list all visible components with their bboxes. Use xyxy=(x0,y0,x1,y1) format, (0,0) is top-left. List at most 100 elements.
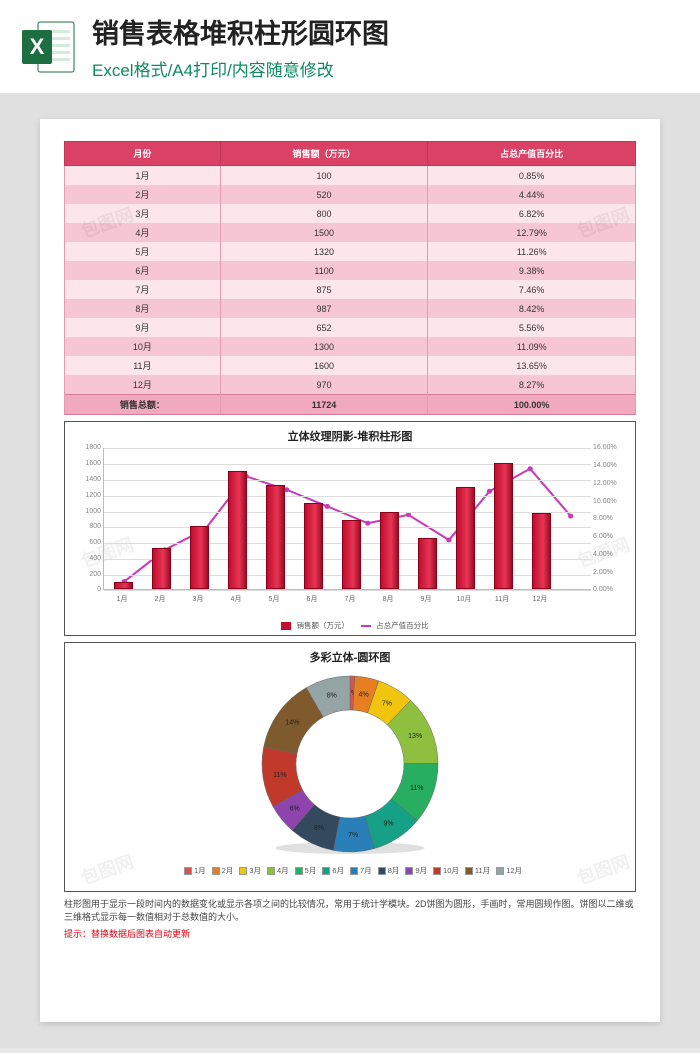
x-label: 4月 xyxy=(231,594,242,604)
table-cell: 13.65% xyxy=(428,356,636,375)
donut-chart-panel: 多彩立体-圆环图 1%4%7%13%11%9%7%8%6%11%14%8% 1月… xyxy=(64,642,636,892)
table-cell: 5.56% xyxy=(428,318,636,337)
table-cell: 1320 xyxy=(220,242,428,261)
bar xyxy=(266,485,285,589)
table-cell: 1300 xyxy=(220,337,428,356)
table-row: 7月8757.46% xyxy=(65,280,636,299)
table-cell: 5月 xyxy=(65,242,221,261)
donut-chart-title: 多彩立体-圆环图 xyxy=(73,649,627,665)
bar xyxy=(342,520,361,589)
y-right-label: 0.00% xyxy=(593,586,627,593)
header-bar: X 销售表格堆积柱形圆环图 Excel格式/A4打印/内容随意修改 xyxy=(0,0,700,93)
table-cell: 970 xyxy=(220,375,428,395)
table-cell: 7.46% xyxy=(428,280,636,299)
donut-pct-label: 4% xyxy=(359,692,369,699)
footer-hint: 提示：替换数据后图表自动更新 xyxy=(64,927,636,940)
donut-pct-label: 9% xyxy=(384,821,394,828)
x-label: 7月 xyxy=(345,594,356,604)
y-right-label: 8.00% xyxy=(593,515,627,522)
x-label: 10月 xyxy=(457,594,472,604)
donut-chart: 1%4%7%13%11%9%7%8%6%11%14%8% xyxy=(255,669,445,859)
y-left-label: 0 xyxy=(73,586,101,593)
x-label: 5月 xyxy=(269,594,280,604)
legend-swatch xyxy=(184,867,192,875)
table-cell: 11.09% xyxy=(428,337,636,356)
table-row: 3月8006.82% xyxy=(65,204,636,223)
y-left-label: 200 xyxy=(73,571,101,578)
legend-label: 4月 xyxy=(277,866,289,875)
bar xyxy=(304,503,323,590)
table-cell: 8月 xyxy=(65,299,221,318)
x-label: 12月 xyxy=(533,594,548,604)
table-header: 月份 xyxy=(65,142,221,166)
table-cell: 520 xyxy=(220,185,428,204)
legend-swatch-line xyxy=(361,625,371,627)
legend-label: 12月 xyxy=(506,866,522,875)
legend-label: 5月 xyxy=(305,866,317,875)
donut-wrap: 1%4%7%13%11%9%7%8%6%11%14%8% xyxy=(255,669,445,859)
legend-label: 6月 xyxy=(332,866,344,875)
y-left-label: 1600 xyxy=(73,460,101,467)
title-block: 销售表格堆积柱形圆环图 Excel格式/A4打印/内容随意修改 xyxy=(92,18,680,81)
bar-chart-panel: 立体纹理阴影-堆积柱形图 020040060080010001200140016… xyxy=(64,421,636,636)
table-row: 6月11009.38% xyxy=(65,261,636,280)
table-row: 9月6525.56% xyxy=(65,318,636,337)
bar xyxy=(114,582,133,590)
table-cell: 4.44% xyxy=(428,185,636,204)
y-right-label: 4.00% xyxy=(593,551,627,558)
donut-pct-label: 11% xyxy=(273,772,287,779)
y-left-label: 1400 xyxy=(73,476,101,483)
table-row: 8月9878.42% xyxy=(65,299,636,318)
legend-label: 8月 xyxy=(388,866,400,875)
legend-label: 10月 xyxy=(443,866,459,875)
bar xyxy=(418,538,437,589)
y-left-label: 800 xyxy=(73,523,101,530)
legend-label: 11月 xyxy=(475,866,490,875)
legend-swatch xyxy=(405,867,413,875)
table-cell: 2月 xyxy=(65,185,221,204)
table-cell: 100.00% xyxy=(428,395,636,415)
table-cell: 10月 xyxy=(65,337,221,356)
page-title: 销售表格堆积柱形圆环图 xyxy=(92,18,680,50)
table-cell: 11724 xyxy=(220,395,428,415)
gridline xyxy=(104,448,591,449)
bar xyxy=(494,463,513,589)
table-cell: 8.42% xyxy=(428,299,636,318)
plot-area xyxy=(103,448,591,590)
gridline xyxy=(104,512,591,513)
legend-swatch xyxy=(322,867,330,875)
legend-label: 9月 xyxy=(415,866,427,875)
table-cell: 8.27% xyxy=(428,375,636,395)
legend-swatch-bar xyxy=(281,622,291,630)
bar-chart: 0200400600800100012001400160018000.00%2.… xyxy=(73,448,627,618)
x-label: 6月 xyxy=(307,594,318,604)
y-left-label: 600 xyxy=(73,539,101,546)
legend-label: 2月 xyxy=(222,866,234,875)
y-left-label: 1800 xyxy=(73,444,101,451)
legend-swatch xyxy=(295,867,303,875)
excel-page: 包图网 包图网 包图网 包图网 包图网 包图网 月份销售额（万元）占总产值百分比… xyxy=(40,119,660,1022)
x-label: 1月 xyxy=(117,594,128,604)
gridline xyxy=(104,590,591,591)
legend-swatch xyxy=(212,867,220,875)
y-right-label: 10.00% xyxy=(593,498,627,505)
y-left-label: 400 xyxy=(73,555,101,562)
legend-swatch xyxy=(378,867,386,875)
table-cell: 875 xyxy=(220,280,428,299)
y-right-label: 16.00% xyxy=(593,444,627,451)
table-total-row: 销售总额：11724100.00% xyxy=(65,395,636,415)
bar xyxy=(228,471,247,589)
table-cell: 6月 xyxy=(65,261,221,280)
gridline xyxy=(104,496,591,497)
donut-pct-label: 8% xyxy=(314,825,324,832)
table-row: 4月150012.79% xyxy=(65,223,636,242)
x-label: 8月 xyxy=(383,594,394,604)
table-cell: 100 xyxy=(220,166,428,186)
legend-swatch xyxy=(267,867,275,875)
bar xyxy=(152,548,171,589)
x-label: 9月 xyxy=(421,594,432,604)
legend-swatch xyxy=(496,867,504,875)
table-cell: 12.79% xyxy=(428,223,636,242)
table-row: 12月9708.27% xyxy=(65,375,636,395)
y-right-label: 14.00% xyxy=(593,462,627,469)
